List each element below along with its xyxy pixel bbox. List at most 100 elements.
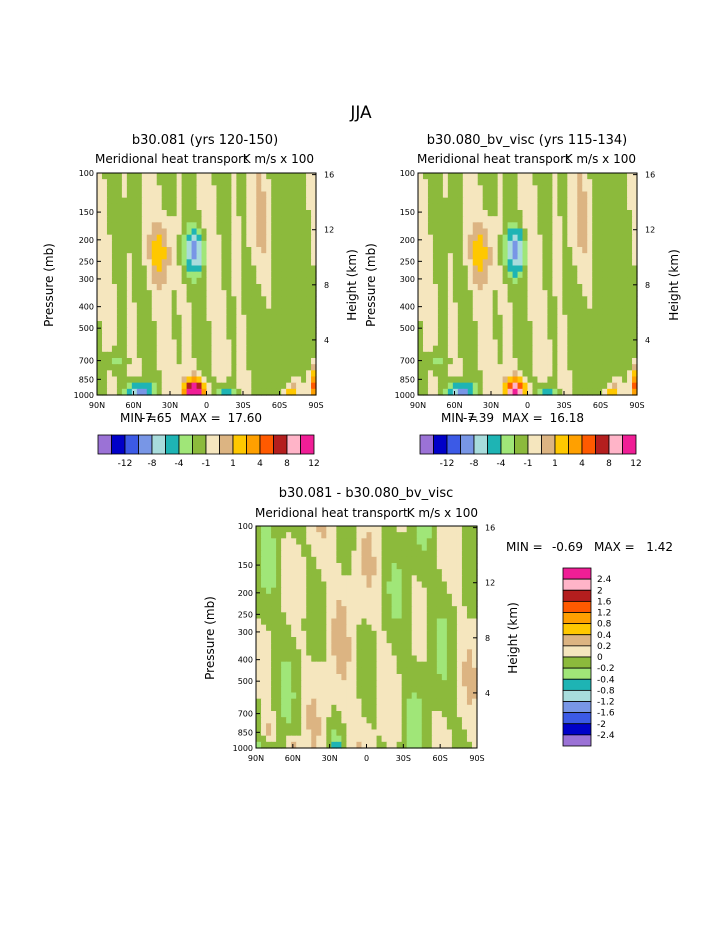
contour-cell [361, 686, 368, 694]
contour-cell [201, 302, 208, 310]
contour-cell [411, 544, 418, 552]
contour-cell [306, 606, 312, 613]
contour-cell [552, 382, 558, 390]
contour-cell [391, 741, 398, 749]
contour-cell [171, 259, 178, 267]
contour-cell [386, 711, 393, 718]
contour-cell [306, 321, 312, 328]
contour-cell [462, 308, 469, 316]
contour-cell [161, 277, 168, 285]
contour-cell [607, 339, 613, 347]
contour-cell [346, 544, 353, 552]
contour-cell [101, 173, 108, 180]
contour-cell [246, 228, 252, 236]
contour-cell [141, 321, 148, 328]
contour-cell [492, 370, 499, 378]
contour-cell [276, 655, 282, 663]
contour-cell [487, 271, 494, 279]
contour-cell [251, 253, 257, 260]
contour-cell [461, 667, 468, 675]
contour-cell [612, 364, 618, 371]
contour-cell [431, 563, 438, 570]
contour-cell [622, 308, 628, 316]
contour-cell [351, 612, 358, 620]
contour-cell [517, 284, 524, 291]
colorbar-box [205, 434, 220, 455]
contour-cell [381, 661, 388, 669]
contour-cell [341, 723, 348, 731]
contour-cell [211, 308, 218, 316]
contour-cell [276, 526, 282, 533]
contour-cell [597, 321, 603, 328]
contour-cell [231, 234, 237, 242]
contour-cell [442, 327, 449, 334]
contour-cell [427, 191, 434, 199]
contour-cell [542, 185, 549, 193]
contour-cell [497, 185, 504, 193]
contour-cell [116, 191, 123, 199]
contour-cell [517, 216, 524, 223]
contour-cell [281, 185, 287, 193]
contour-cell [547, 296, 553, 304]
contour-cell [522, 210, 529, 217]
contour-cell [256, 284, 262, 291]
contour-cell [261, 538, 267, 546]
contour-cell [271, 606, 277, 613]
contour-cell [391, 532, 398, 539]
contour-cell [161, 382, 168, 390]
contour-cell [562, 290, 568, 297]
contour-cell [436, 556, 443, 564]
contour-cell [517, 339, 524, 347]
contour-cell [281, 290, 287, 297]
contour-cell [316, 532, 322, 539]
contour-cell [442, 351, 449, 359]
contour-cell [421, 630, 428, 638]
contour-cell [461, 637, 468, 644]
contour-cell [552, 173, 558, 180]
contour-cell [296, 308, 302, 316]
contour-cell [462, 277, 469, 285]
contour-cell [126, 253, 133, 260]
contour-cell [106, 173, 113, 180]
contour-cell [326, 630, 332, 638]
contour-cell [276, 624, 282, 632]
contour-cell [311, 203, 317, 211]
contour-cell [432, 370, 439, 378]
contour-cell [622, 327, 628, 334]
contour-cell [552, 358, 558, 365]
contour-cell [116, 351, 123, 359]
contour-cell [131, 216, 138, 223]
contour-cell [386, 538, 393, 546]
contour-cell [256, 711, 262, 718]
contour-cell [426, 600, 433, 607]
contour-cell [482, 351, 489, 359]
contour-cell [416, 600, 423, 607]
contour-cell [592, 216, 598, 223]
contour-cell [617, 210, 623, 217]
contour-cell [276, 581, 282, 589]
contour-cell [366, 593, 373, 601]
contour-cell [381, 526, 388, 533]
contour-cell [311, 544, 317, 552]
contour-cell [527, 308, 534, 316]
contour-cell [381, 618, 388, 626]
contour-cell [316, 550, 322, 558]
contour-cell [431, 741, 438, 749]
contour-cell [366, 556, 373, 564]
contour-cell [146, 216, 153, 223]
contour-cell [567, 203, 573, 211]
contour-cell [627, 308, 633, 316]
contour-cell [592, 271, 598, 279]
contour-cell [236, 327, 242, 334]
contour-cell [156, 308, 163, 316]
contour-cell [532, 203, 539, 211]
contour-cell [226, 339, 232, 347]
contour-cell [156, 376, 163, 384]
contour-cell [216, 222, 223, 230]
contour-cell [181, 210, 188, 217]
contour-cell [512, 210, 519, 217]
contour-cell [391, 698, 398, 706]
contour-cell [421, 556, 428, 564]
contour-cell [421, 692, 428, 700]
contour-cell [467, 314, 474, 322]
